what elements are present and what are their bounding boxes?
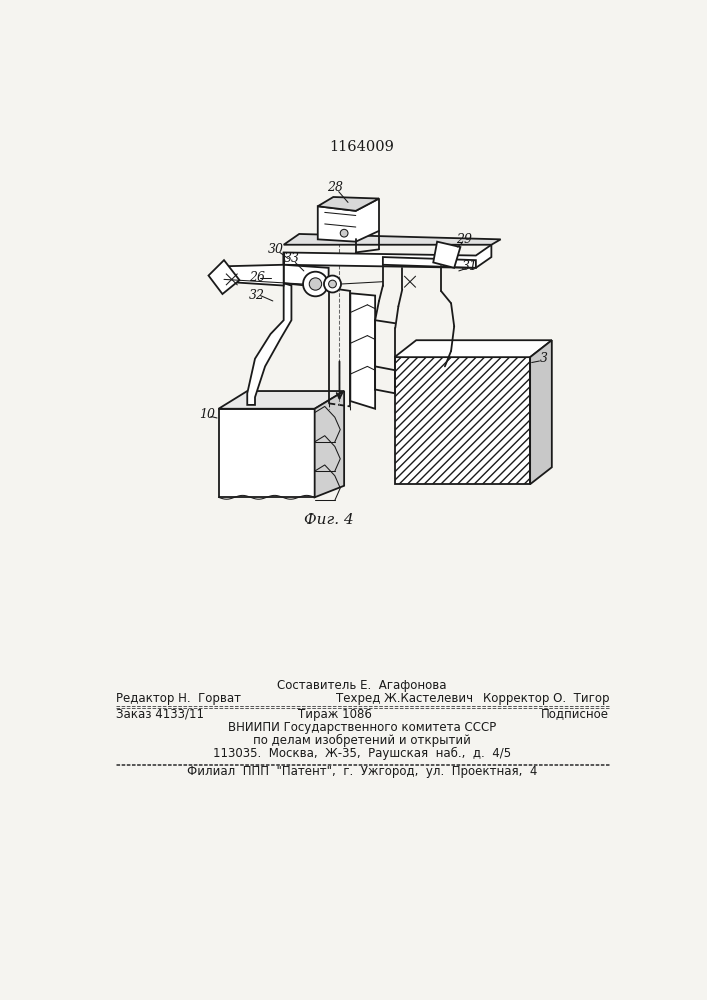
Text: 29: 29 xyxy=(456,233,472,246)
Polygon shape xyxy=(317,197,379,211)
Polygon shape xyxy=(395,340,552,357)
Text: 31: 31 xyxy=(462,260,478,273)
Text: Редактор Н.  Горват: Редактор Н. Горват xyxy=(115,692,240,705)
Text: 10: 10 xyxy=(199,408,215,421)
Polygon shape xyxy=(284,252,329,288)
Polygon shape xyxy=(284,245,491,268)
Text: 113035.  Москва,  Ж-35,  Раушская  наб.,  д.  4/5: 113035. Москва, Ж-35, Раушская наб., д. … xyxy=(213,747,511,760)
Polygon shape xyxy=(351,293,375,409)
Polygon shape xyxy=(383,257,476,268)
Text: 30: 30 xyxy=(268,243,284,256)
Polygon shape xyxy=(218,391,344,409)
Text: Филиал  ППП  "Патент",  г.  Ужгород,  ул.  Проектная,  4: Филиал ППП "Патент", г. Ужгород, ул. Про… xyxy=(187,765,537,778)
Text: 33: 33 xyxy=(284,252,300,265)
Circle shape xyxy=(324,276,341,292)
Text: Фиг. 4: Фиг. 4 xyxy=(304,513,354,527)
Circle shape xyxy=(340,229,348,237)
Text: 28: 28 xyxy=(327,181,343,194)
Circle shape xyxy=(309,278,322,290)
Text: 26: 26 xyxy=(250,271,265,284)
Polygon shape xyxy=(315,391,344,497)
Polygon shape xyxy=(317,199,379,242)
Text: Тираж 1086: Тираж 1086 xyxy=(298,708,371,721)
Text: по делам изобретений и открытий: по делам изобретений и открытий xyxy=(253,734,471,747)
Polygon shape xyxy=(224,265,284,286)
Text: 32: 32 xyxy=(250,289,265,302)
Text: 1164009: 1164009 xyxy=(329,140,395,154)
Text: Корректор О.  Тигор: Корректор О. Тигор xyxy=(483,692,609,705)
Polygon shape xyxy=(247,283,291,405)
Text: ВНИИПИ Государственного комитета СССР: ВНИИПИ Государственного комитета СССР xyxy=(228,721,496,734)
Text: Составитель Е.  Агафонова: Составитель Е. Агафонова xyxy=(277,679,447,692)
Polygon shape xyxy=(433,242,460,268)
Text: Подписное: Подписное xyxy=(541,708,609,721)
Polygon shape xyxy=(218,409,315,497)
Polygon shape xyxy=(395,357,530,484)
Text: 3: 3 xyxy=(540,352,548,365)
Circle shape xyxy=(303,272,328,296)
Polygon shape xyxy=(530,340,552,484)
Polygon shape xyxy=(284,234,501,245)
Text: Техред Ж.Кастелевич: Техред Ж.Кастелевич xyxy=(337,692,474,705)
Text: Заказ 4133/11: Заказ 4133/11 xyxy=(115,708,204,721)
Circle shape xyxy=(329,280,337,288)
Polygon shape xyxy=(209,260,240,294)
